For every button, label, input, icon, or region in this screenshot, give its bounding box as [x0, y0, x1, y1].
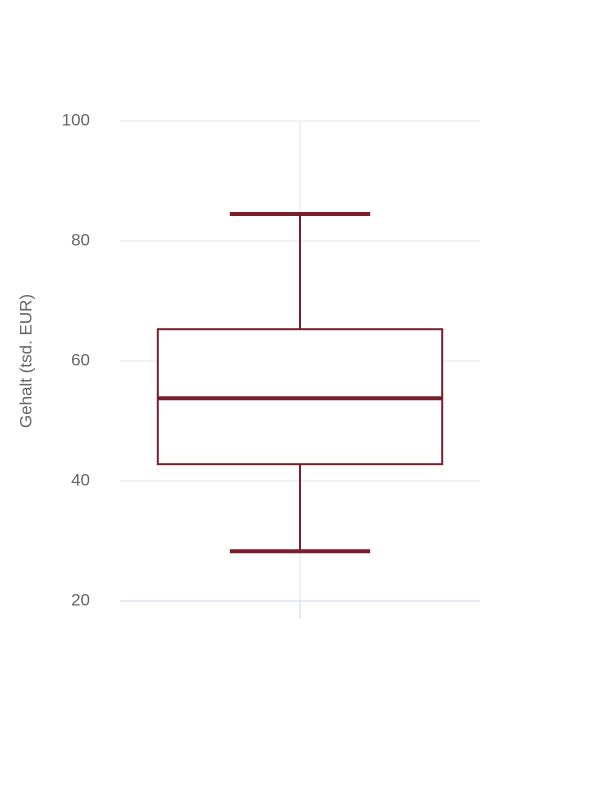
y-tick-label: 60: [71, 350, 90, 369]
y-tick-label: 80: [71, 230, 90, 249]
y-tick-label: 40: [71, 470, 90, 489]
y-tick-label: 20: [71, 590, 90, 609]
y-tick-label: 100: [62, 110, 90, 129]
y-axis-label: Gehalt (tsd. EUR): [16, 294, 35, 428]
